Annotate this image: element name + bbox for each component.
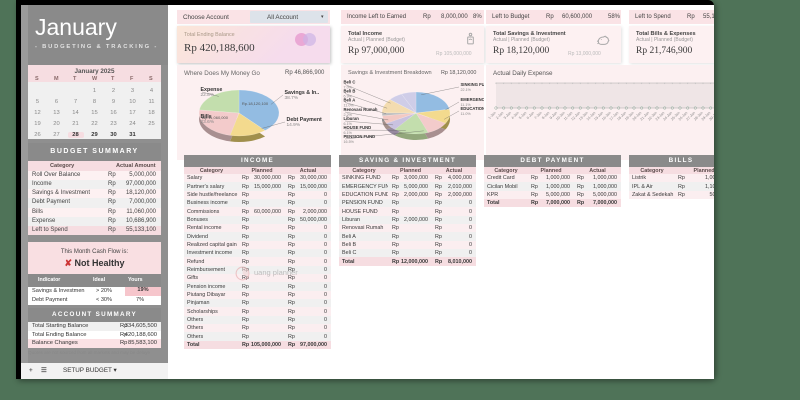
svg-text:22.8%: 22.8%: [201, 92, 215, 98]
svg-text:11.0%: 11.0%: [461, 112, 472, 116]
svg-text:11.0%: 11.0%: [344, 103, 355, 107]
svg-text:Rp.18,120,100: Rp.18,120,100: [242, 101, 269, 106]
svg-text:7.0%: 7.0%: [344, 85, 353, 89]
svg-text:6.9%: 6.9%: [344, 94, 353, 98]
svg-text:22.1%: 22.1%: [461, 88, 472, 92]
svg-text:38.7%: 38.7%: [285, 95, 299, 101]
svg-text:EDUCATION F..: EDUCATION F..: [461, 106, 485, 111]
svg-text:2.2%: 2.2%: [344, 113, 353, 117]
svg-text:6.1%: 6.1%: [344, 122, 353, 126]
svg-text:14.9%: 14.9%: [287, 122, 301, 128]
svg-text:6.1%: 6.1%: [344, 131, 353, 135]
svg-text:SINKING FUND: SINKING FUND: [461, 82, 485, 87]
svg-text:Renovasi Rumah: Renovasi Rumah: [344, 107, 378, 112]
svg-text:Rp.11,060,000: Rp.11,060,000: [202, 115, 229, 120]
svg-text:16.5%: 16.5%: [344, 140, 355, 144]
svg-text:Beli C: Beli C: [344, 79, 356, 84]
svg-text:EMERGENCY F..: EMERGENCY F..: [461, 97, 485, 102]
